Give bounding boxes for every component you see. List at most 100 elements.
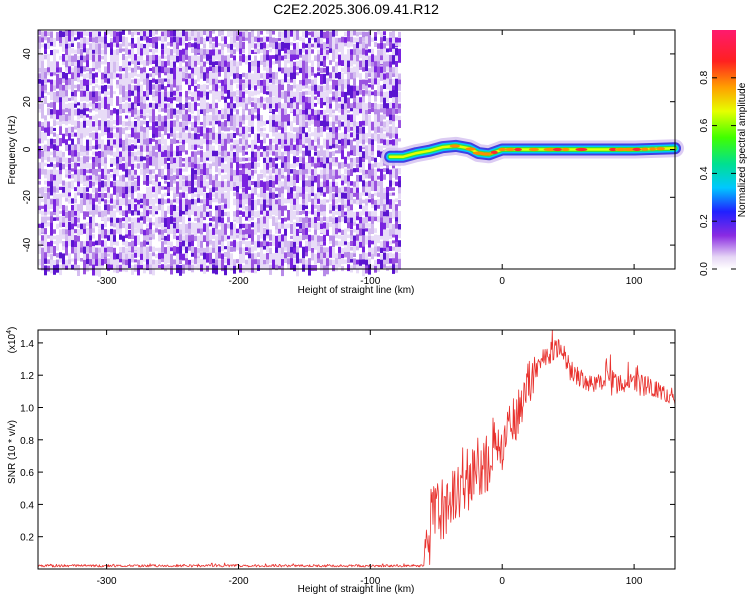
spectrogram-cell: [71, 162, 74, 168]
spectrogram-cell: [239, 264, 242, 273]
spectrogram-cell: [65, 222, 68, 227]
spectrogram-cell: [251, 259, 254, 268]
spectrogram-cell: [77, 247, 80, 257]
spectrogram-cell: [209, 66, 212, 72]
spectrogram-cell: [59, 138, 62, 147]
spectrogram-cell: [77, 48, 80, 54]
spectrogram-cell: [119, 252, 122, 263]
spectrogram-cell: [92, 216, 95, 226]
spectrogram-cell: [74, 150, 77, 160]
spectrogram-cell: [341, 97, 344, 103]
spectrogram-cell: [347, 91, 350, 96]
spectrogram-cell: [308, 175, 311, 183]
spectrogram-cell: [179, 253, 182, 264]
spectrogram-cell: [359, 168, 362, 173]
spectrogram-cell: [221, 253, 224, 260]
spectrogram-hotspot: [609, 147, 617, 152]
spectrogram-cell: [239, 234, 242, 241]
spectrogram-cell: [281, 84, 284, 91]
spectrogram-cell: [377, 199, 380, 208]
spectrogram-cell: [278, 114, 281, 126]
spectrogram-cell: [128, 49, 131, 57]
spectrogram-cell: [344, 91, 347, 100]
spectrogram-cell: [374, 228, 377, 233]
spectrogram-cell: [83, 156, 86, 165]
spectrogram-cell: [284, 252, 287, 259]
spectrogram-cell: [275, 49, 278, 58]
spectrogram-cell: [191, 133, 194, 142]
spectrogram-cell: [302, 102, 305, 110]
spectrogram-cell: [305, 96, 308, 104]
spectrogram-cell: [179, 31, 182, 43]
spectrogram-cell: [380, 48, 383, 60]
spectrogram-cell: [344, 126, 347, 137]
spectrogram-x-ticks: -300 -200 -100 0 100: [97, 30, 643, 287]
spectrogram-cell: [152, 198, 155, 206]
spectrogram-cell: [284, 127, 287, 132]
spectrogram-cell: [158, 139, 161, 148]
spectrogram-cell: [242, 252, 245, 264]
spectrogram-cell: [224, 84, 227, 94]
spectrogram-cell: [251, 187, 254, 197]
spectrogram-cell: [113, 186, 116, 195]
spectrogram-cell: [65, 192, 68, 202]
spectrogram-cell: [140, 198, 143, 204]
spectrogram-cell: [230, 36, 233, 47]
spectrogram-cell: [38, 132, 41, 138]
spectrogram-cell: [107, 210, 110, 215]
spectrogram-cell: [170, 187, 173, 191]
spectrogram-cell: [302, 163, 305, 171]
spectrogram-cell: [215, 216, 218, 226]
spectrogram-cell: [287, 186, 290, 197]
spectrogram-cell: [326, 163, 329, 169]
spectrogram-cell: [128, 156, 131, 167]
spectrogram-cell: [80, 73, 83, 77]
spectrogram-cell: [209, 37, 212, 48]
spectrogram-cell: [137, 145, 140, 149]
spectrogram-cell: [68, 181, 71, 188]
spectrogram-cell: [278, 265, 281, 270]
spectrogram-cell: [173, 157, 176, 168]
spectrogram-cell: [194, 30, 197, 38]
spectrogram-cell: [338, 211, 341, 217]
spectrogram-cell: [137, 163, 140, 169]
spectrogram-cell: [332, 72, 335, 79]
spectrogram-cell: [257, 210, 260, 218]
spectrogram-cell: [266, 169, 269, 174]
spectrogram-cell: [257, 193, 260, 198]
spectrogram-cell: [143, 246, 146, 254]
spectrogram-cell: [254, 253, 257, 262]
spectrogram-cell: [197, 235, 200, 245]
spectrogram-cell: [287, 168, 290, 180]
spectrogram-cell: [308, 31, 311, 36]
spectrogram-cell: [119, 138, 122, 145]
spectrogram-cell: [131, 169, 134, 178]
spectrogram-cell: [176, 211, 179, 219]
spectrogram-cell: [209, 49, 212, 61]
spectrogram-cell: [146, 78, 149, 88]
spectrogram-cell: [206, 132, 209, 142]
spectrogram-cell: [65, 247, 68, 255]
spectrogram-cell: [227, 205, 230, 209]
spectrogram-cell: [362, 151, 365, 162]
spectrogram-cell: [239, 43, 242, 49]
spectrogram-cell: [68, 169, 71, 174]
spectrogram-cell: [179, 259, 182, 264]
spectrogram-cell: [323, 67, 326, 73]
spectrogram-cell: [272, 234, 275, 242]
spectrogram-cell: [341, 67, 344, 73]
spectrogram-cell: [272, 109, 275, 115]
spectrogram-cell: [218, 181, 221, 191]
spectrogram-cell: [110, 132, 113, 143]
spectrogram-cell: [164, 48, 167, 55]
spectrogram-cell: [140, 222, 143, 231]
spectrogram-cell: [200, 222, 203, 231]
spectrogram-cell: [227, 217, 230, 223]
spectrogram-cell: [347, 102, 350, 109]
spectrogram-cell: [113, 252, 116, 263]
spectrogram-cell: [395, 78, 398, 90]
spectrogram-cell: [254, 66, 257, 78]
spectrogram-cell: [332, 126, 335, 137]
spectrogram-cell: [68, 210, 71, 222]
spectrogram-cell: [185, 150, 188, 155]
